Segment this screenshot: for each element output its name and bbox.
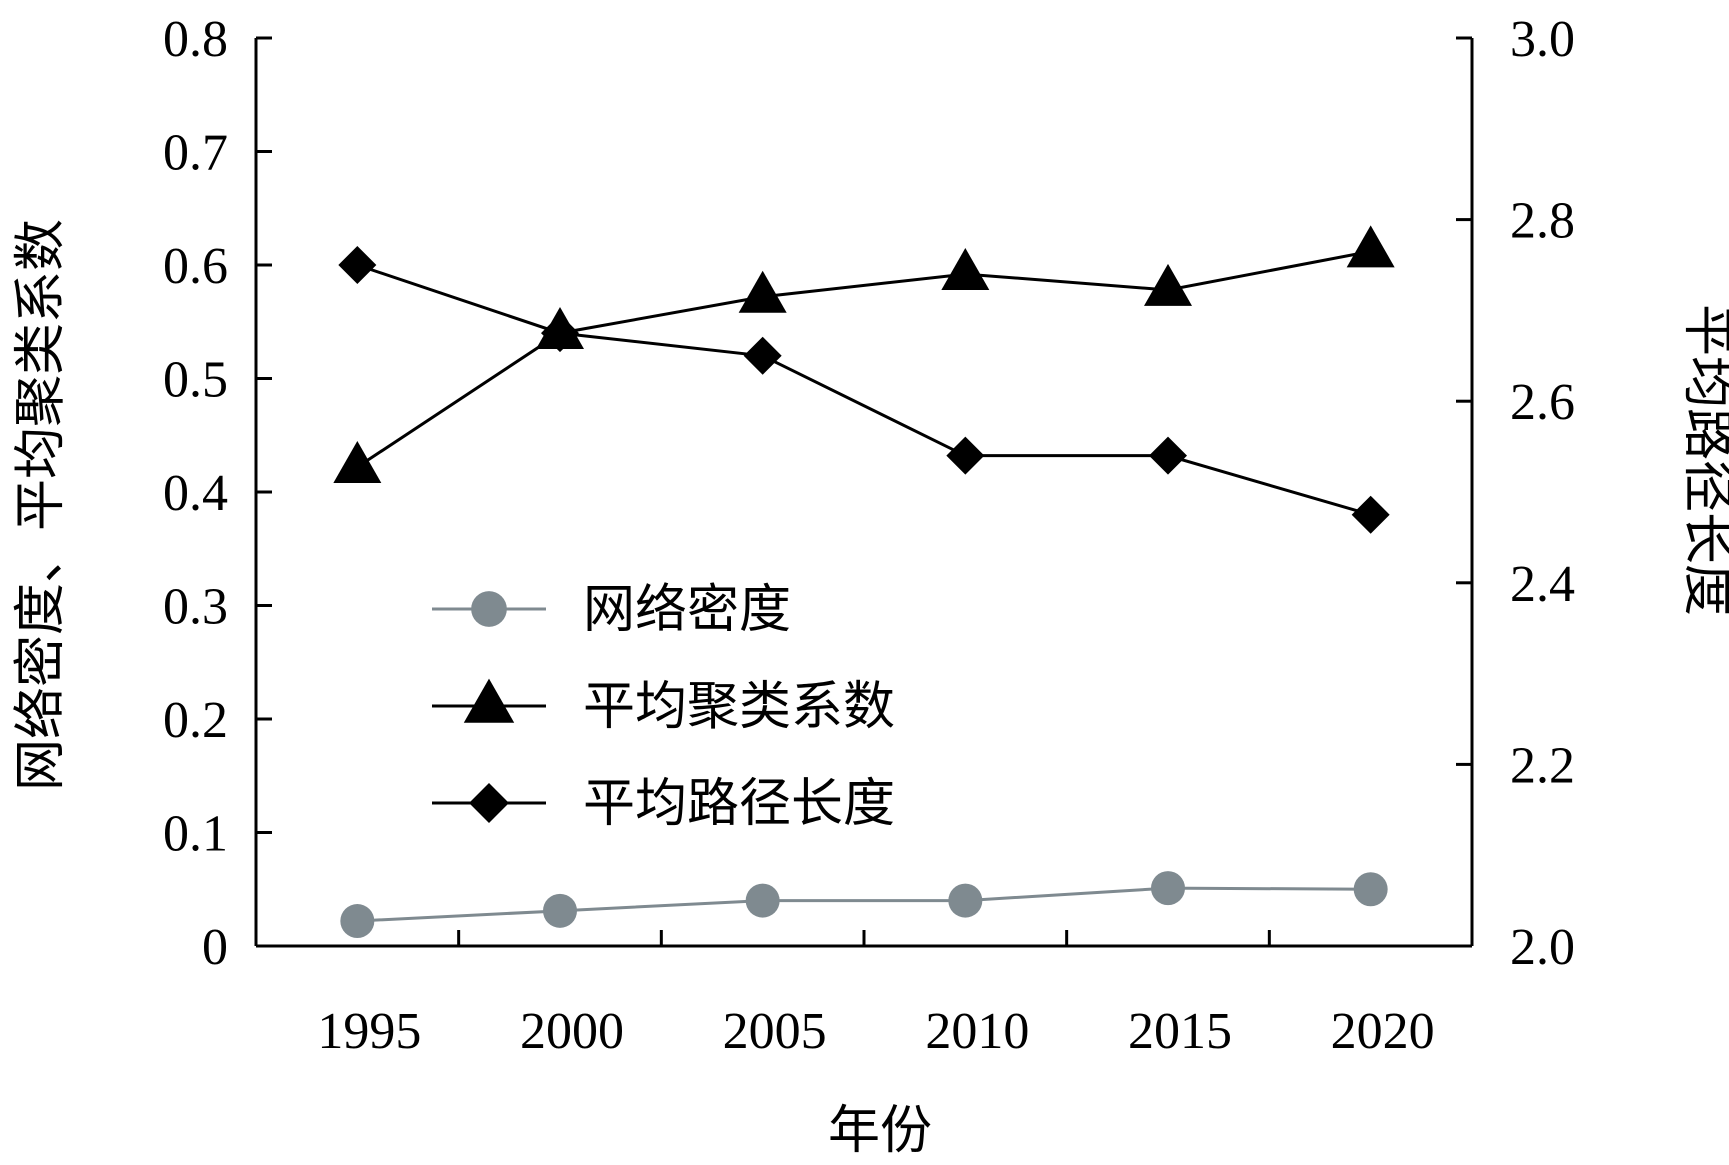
x-tick-label: 2015	[1128, 1003, 1232, 1060]
series-3	[338, 246, 1390, 534]
series-layer	[333, 225, 1395, 939]
right-y-tick-label: 2.6	[1510, 374, 1575, 431]
series-2	[333, 225, 1395, 483]
left-y-tick-label: 0.4	[163, 465, 228, 522]
series-line	[356, 249, 1371, 469]
data-point-diamond	[946, 436, 985, 475]
left-y-tick-label: 0.5	[163, 352, 228, 409]
axes: 0 0.1 0.2 0.3 0.4 0.5 0.6 0.7 0.8 2.0 2.2 2.4 2.6 2.8…	[163, 11, 1575, 1060]
left-y-axis-title: 网络密度、平均聚类系数	[11, 219, 71, 791]
data-point-diamond	[743, 336, 782, 375]
x-tick-label: 2000	[520, 1003, 624, 1060]
x-tick-label: 2010	[925, 1003, 1029, 1060]
legend-marker-circle	[471, 591, 507, 627]
data-point-circle	[1151, 871, 1185, 906]
legend-label: 网络密度	[583, 580, 791, 640]
data-point-circle	[948, 883, 983, 918]
left-y-tick-label: 0.3	[163, 579, 228, 636]
legend-label: 平均路径长度	[583, 774, 895, 834]
legend-marker-diamond	[469, 783, 509, 823]
data-point-triangle	[941, 248, 990, 291]
data-point-diamond	[338, 246, 377, 284]
legend-label: 平均聚类系数	[583, 677, 895, 737]
x-tick-label: 2005	[723, 1003, 827, 1060]
left-y-tick-label: 0.2	[163, 692, 228, 749]
data-point-circle	[1353, 872, 1388, 907]
left-y-tick-label: 0.7	[163, 125, 228, 182]
data-point-circle	[340, 904, 375, 939]
legend-marker-triangle	[463, 678, 515, 723]
data-point-triangle	[1346, 225, 1395, 268]
x-axis-title: 年份	[828, 1101, 932, 1161]
left-y-tick-label: 0.6	[163, 238, 228, 295]
left-y-tick-label: 0	[202, 919, 228, 976]
legend-item: 平均路径长度	[432, 774, 895, 834]
data-point-triangle	[333, 440, 382, 483]
x-tick-label: 2020	[1331, 1003, 1435, 1060]
data-point-triangle	[738, 270, 787, 313]
legend-item: 平均聚类系数	[432, 677, 895, 737]
data-point-diamond	[1149, 436, 1187, 475]
right-y-tick-label: 2.8	[1510, 193, 1575, 250]
data-point-diamond	[1351, 495, 1390, 534]
series-line	[356, 263, 1372, 517]
right-y-tick-label: 3.0	[1510, 11, 1575, 68]
right-y-axis-title: 平均路径长度	[1677, 304, 1729, 616]
data-point-triangle	[1144, 263, 1192, 306]
series-line	[357, 886, 1371, 923]
legend-item: 网络密度	[432, 580, 791, 640]
right-y-tick-label: 2.0	[1510, 919, 1575, 976]
right-y-tick-label: 2.4	[1510, 556, 1575, 613]
data-point-diamond	[541, 314, 579, 353]
data-point-circle	[543, 893, 577, 928]
left-y-tick-label: 0.1	[163, 806, 228, 863]
right-y-tick-label: 2.2	[1510, 737, 1575, 794]
series-1	[340, 871, 1388, 939]
data-point-circle	[745, 883, 780, 918]
x-tick-label: 1995	[317, 1003, 421, 1060]
left-y-tick-label: 0.8	[163, 11, 228, 68]
